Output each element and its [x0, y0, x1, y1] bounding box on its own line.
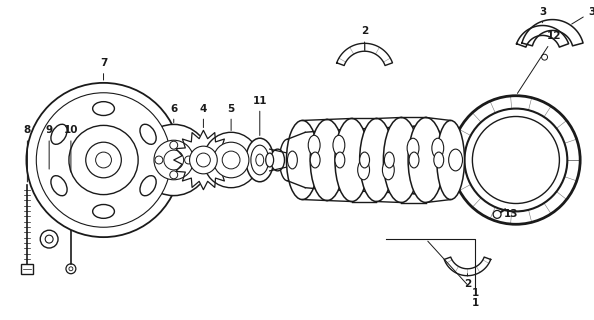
Text: 2: 2 [361, 27, 368, 51]
Text: 2: 2 [464, 274, 471, 289]
Circle shape [40, 230, 58, 248]
Text: 5: 5 [228, 104, 235, 131]
Circle shape [213, 142, 249, 178]
Polygon shape [517, 26, 568, 47]
Ellipse shape [51, 176, 67, 196]
Circle shape [26, 83, 181, 237]
Ellipse shape [140, 176, 156, 196]
Circle shape [189, 146, 217, 174]
Ellipse shape [256, 154, 264, 166]
Circle shape [170, 171, 178, 179]
Ellipse shape [437, 120, 465, 200]
Text: 11: 11 [252, 96, 267, 135]
Circle shape [465, 108, 567, 212]
Ellipse shape [280, 139, 295, 181]
Text: 8: 8 [24, 125, 31, 182]
Circle shape [542, 54, 548, 60]
Ellipse shape [310, 119, 344, 201]
Text: 7: 7 [100, 58, 108, 80]
Ellipse shape [286, 120, 318, 200]
Ellipse shape [338, 129, 359, 191]
Circle shape [185, 156, 192, 164]
Circle shape [69, 125, 138, 195]
Ellipse shape [358, 160, 369, 180]
Circle shape [164, 150, 184, 170]
Circle shape [66, 264, 76, 274]
Circle shape [86, 142, 121, 178]
Ellipse shape [335, 152, 345, 168]
Circle shape [203, 132, 259, 188]
Circle shape [170, 141, 178, 149]
Ellipse shape [403, 126, 425, 194]
Text: 9: 9 [46, 125, 53, 169]
Ellipse shape [423, 127, 445, 193]
Ellipse shape [359, 118, 393, 202]
Text: 1: 1 [472, 298, 479, 308]
Text: 10: 10 [64, 125, 78, 172]
Ellipse shape [408, 117, 444, 203]
Polygon shape [522, 20, 583, 46]
Ellipse shape [271, 149, 285, 171]
Polygon shape [174, 130, 233, 190]
Ellipse shape [295, 132, 316, 188]
Ellipse shape [409, 152, 419, 168]
Ellipse shape [308, 135, 320, 155]
Circle shape [222, 151, 240, 169]
Circle shape [197, 153, 210, 167]
Ellipse shape [434, 152, 444, 168]
Ellipse shape [93, 102, 115, 116]
Ellipse shape [448, 149, 463, 171]
Text: 3: 3 [539, 7, 546, 23]
Circle shape [96, 152, 112, 168]
Text: 6: 6 [170, 104, 178, 123]
Circle shape [493, 211, 501, 218]
Ellipse shape [333, 135, 345, 155]
Circle shape [36, 93, 171, 227]
Circle shape [45, 235, 53, 243]
Ellipse shape [432, 138, 444, 158]
Ellipse shape [266, 153, 274, 167]
Polygon shape [21, 264, 33, 274]
Ellipse shape [246, 138, 274, 182]
Circle shape [472, 116, 560, 204]
Ellipse shape [383, 160, 394, 180]
Text: 13: 13 [504, 209, 518, 220]
Ellipse shape [407, 138, 419, 158]
Text: 12: 12 [517, 31, 562, 93]
Text: 4: 4 [200, 104, 207, 128]
Ellipse shape [251, 145, 268, 175]
Circle shape [69, 267, 73, 271]
Ellipse shape [140, 124, 156, 144]
Ellipse shape [335, 118, 368, 202]
Ellipse shape [383, 117, 419, 203]
Circle shape [155, 156, 163, 164]
Ellipse shape [51, 124, 67, 144]
Circle shape [154, 140, 194, 180]
Ellipse shape [287, 151, 298, 169]
Polygon shape [337, 43, 393, 66]
Ellipse shape [381, 127, 403, 193]
Circle shape [451, 96, 580, 224]
Ellipse shape [310, 152, 320, 168]
Ellipse shape [359, 152, 369, 168]
Text: 3: 3 [571, 7, 594, 24]
Ellipse shape [359, 128, 381, 192]
Ellipse shape [93, 204, 115, 218]
Ellipse shape [384, 152, 394, 168]
Text: 1: 1 [428, 241, 479, 299]
Ellipse shape [316, 130, 338, 190]
Polygon shape [444, 257, 491, 276]
Circle shape [138, 124, 209, 196]
